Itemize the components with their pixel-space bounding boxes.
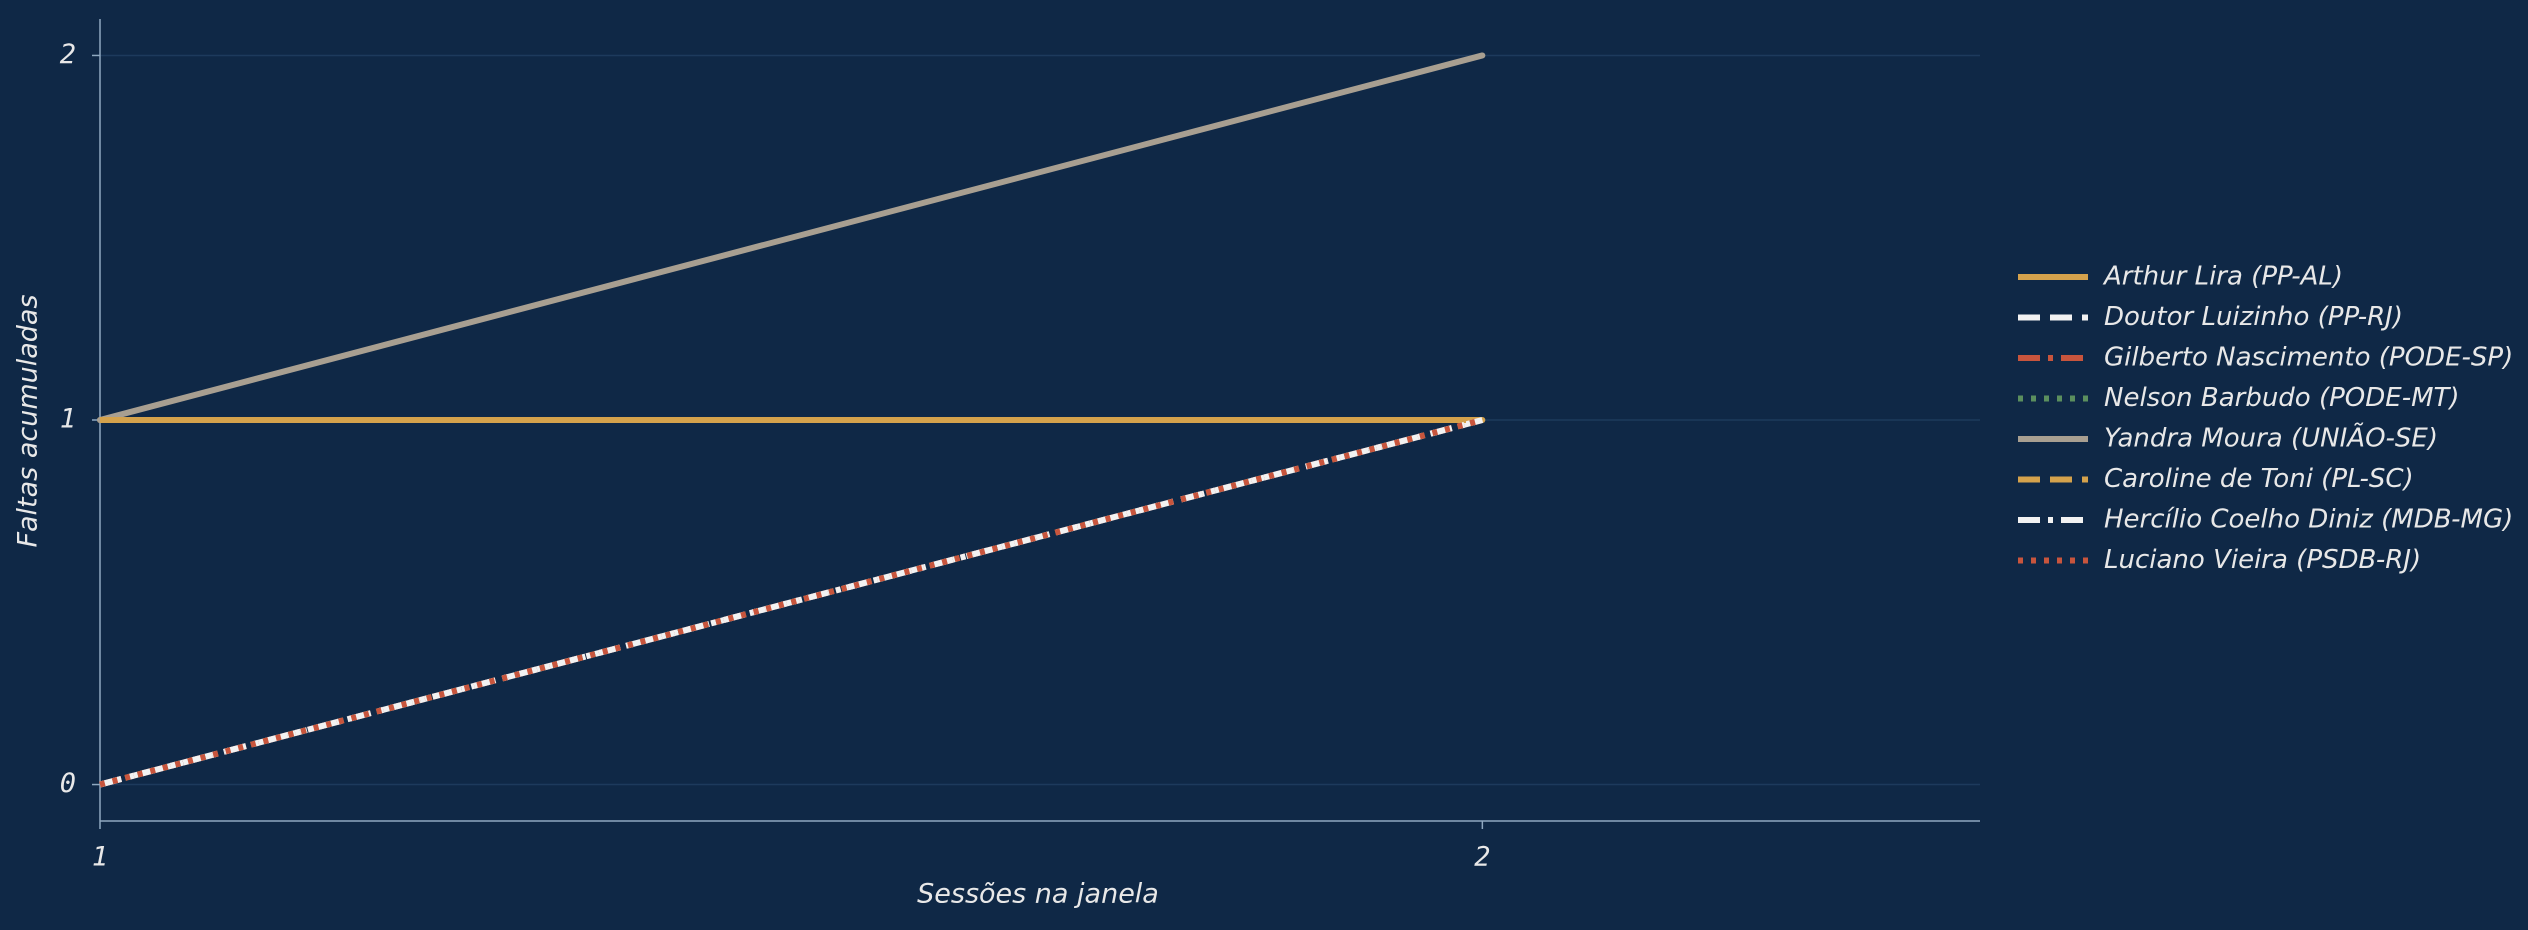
legend-label: Gilberto Nascimento (PODE-SP) xyxy=(2104,343,2513,373)
legend-label: Arthur Lira (PP-AL) xyxy=(2102,262,2343,292)
legend-label: Caroline de Toni (PL-SC) xyxy=(2104,464,2414,494)
legend-label: Luciano Vieira (PSDB-RJ) xyxy=(2104,545,2421,575)
legend-label: Hercílio Coelho Diniz (MDB-MG) xyxy=(2104,505,2513,535)
x-axis-label: Sessões na janela xyxy=(917,879,1159,910)
series-line xyxy=(97,52,1486,423)
y-tick-label: 2 xyxy=(60,39,76,70)
y-tick-label: 0 xyxy=(60,768,76,799)
series-line xyxy=(99,417,1484,788)
series-line xyxy=(99,417,1484,788)
x-tick-label: 2 xyxy=(1474,842,1490,873)
legend-label: Nelson Barbudo (PODE-MT) xyxy=(2104,383,2460,413)
legend-label: Doutor Luizinho (PP-RJ) xyxy=(2104,302,2403,332)
legend-label: Yandra Moura (UNIÃO-SE) xyxy=(2104,422,2438,454)
x-tick-label: 1 xyxy=(92,842,108,873)
y-axis-label: Faltas acumuladas xyxy=(13,294,44,547)
y-tick-label: 1 xyxy=(60,404,76,435)
